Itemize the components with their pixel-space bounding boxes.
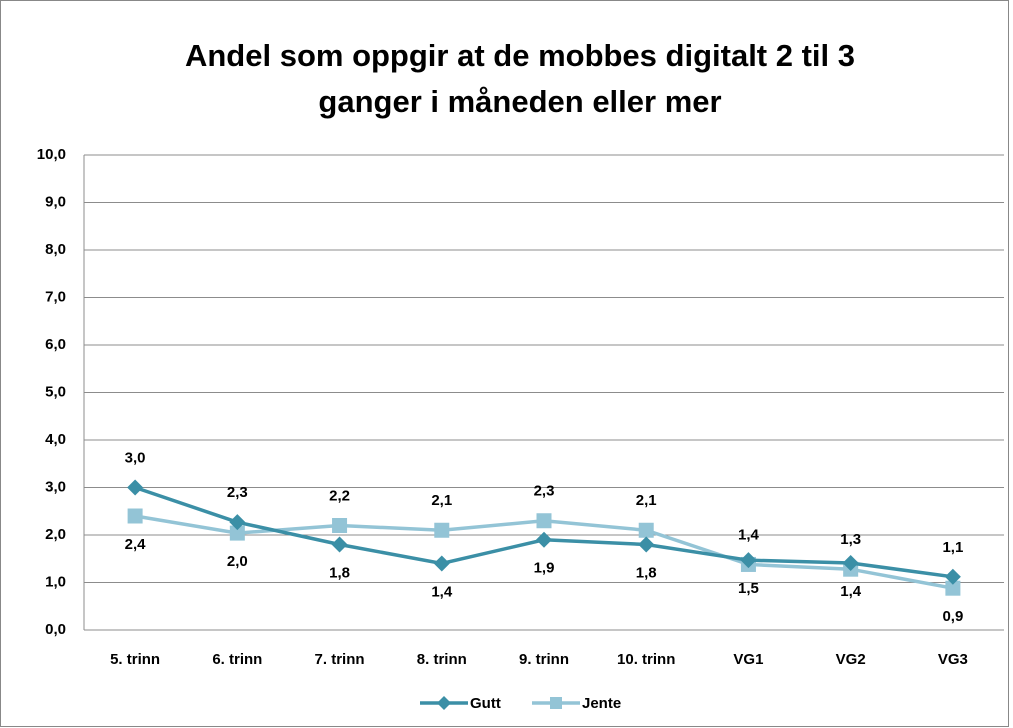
x-tick-label: VG1 xyxy=(733,651,763,668)
data-label: 1,4 xyxy=(738,526,760,543)
x-tick-label: 6. trinn xyxy=(212,651,262,668)
x-tick-label: 10. trinn xyxy=(617,651,675,668)
y-tick-label: 0,0 xyxy=(45,621,66,638)
y-tick-label: 7,0 xyxy=(45,288,66,305)
x-tick-label: VG3 xyxy=(938,651,968,668)
data-label: 1,3 xyxy=(840,531,861,548)
marker xyxy=(434,522,450,538)
y-tick-label: 5,0 xyxy=(45,383,66,400)
x-tick-label: VG2 xyxy=(836,651,866,668)
data-label: 2,1 xyxy=(431,492,452,509)
marker xyxy=(127,479,144,496)
legend-label: Gutt xyxy=(470,695,501,712)
data-label: 1,4 xyxy=(431,583,453,600)
x-tick-label: 7. trinn xyxy=(315,651,365,668)
y-tick-label: 2,0 xyxy=(45,526,66,543)
data-label: 1,5 xyxy=(738,580,759,597)
y-tick-label: 3,0 xyxy=(45,478,66,495)
data-label: 1,1 xyxy=(942,539,963,556)
marker xyxy=(433,555,450,572)
marker xyxy=(638,522,654,538)
marker xyxy=(332,518,348,533)
chart-title: ganger i måneden eller mer xyxy=(318,84,721,119)
y-tick-label: 9,0 xyxy=(45,193,66,210)
marker xyxy=(536,513,552,529)
x-tick-label: 5. trinn xyxy=(110,651,160,668)
data-label: 1,8 xyxy=(329,564,350,581)
y-tick-label: 6,0 xyxy=(45,336,66,353)
data-label: 2,0 xyxy=(227,553,248,570)
marker xyxy=(229,525,245,541)
y-tick-label: 10,0 xyxy=(37,146,66,163)
data-label: 1,8 xyxy=(636,564,657,581)
marker xyxy=(127,508,143,524)
data-label: 2,3 xyxy=(534,483,555,500)
marker xyxy=(229,514,246,531)
data-label: 1,9 xyxy=(534,560,555,577)
chart-title: Andel som oppgir at de mobbes digitalt 2… xyxy=(185,38,855,73)
y-tick-label: 1,0 xyxy=(45,573,66,590)
legend-label: Jente xyxy=(582,695,621,712)
marker xyxy=(945,580,961,596)
marker xyxy=(536,531,552,548)
data-label: 2,4 xyxy=(125,536,147,553)
data-label: 2,1 xyxy=(636,492,657,509)
x-tick-label: 8. trinn xyxy=(417,651,467,668)
marker xyxy=(638,536,655,553)
x-tick-label: 9. trinn xyxy=(519,651,569,668)
data-label: 1,4 xyxy=(840,583,862,600)
y-tick-label: 8,0 xyxy=(45,241,66,258)
marker xyxy=(944,568,961,585)
marker xyxy=(842,555,859,572)
legend-marker xyxy=(550,697,562,709)
data-label: 0,9 xyxy=(942,608,963,625)
y-tick-label: 4,0 xyxy=(45,431,66,448)
marker xyxy=(331,536,348,553)
data-label: 2,2 xyxy=(329,487,350,504)
data-label: 3,0 xyxy=(125,449,146,466)
data-label: 2,3 xyxy=(227,484,248,501)
marker xyxy=(740,552,757,569)
legend-marker xyxy=(437,696,451,710)
